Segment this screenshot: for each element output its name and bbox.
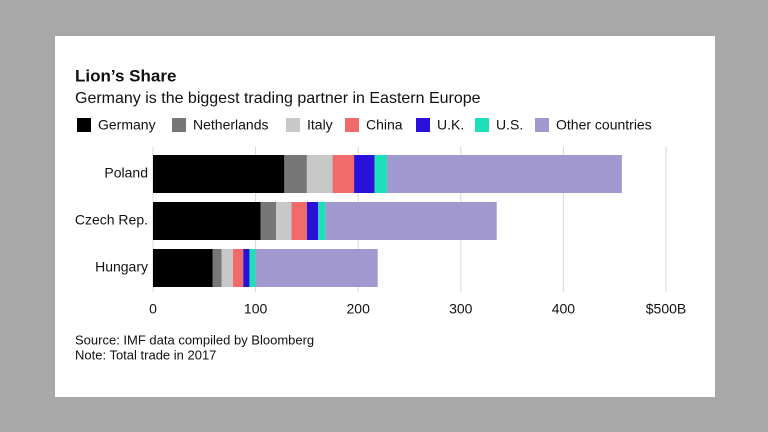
bar-segment <box>318 202 326 240</box>
x-tick-label: 200 <box>347 301 371 317</box>
bar-segment <box>284 155 307 193</box>
legend-swatch <box>475 118 489 132</box>
bar-segment <box>291 202 307 240</box>
chart-title: Lion’s Share <box>75 66 176 85</box>
x-tick-label: 400 <box>552 301 576 317</box>
bar-segment <box>212 249 222 287</box>
bar-segment <box>243 249 250 287</box>
bar-segment <box>153 249 213 287</box>
legend-label: Germany <box>98 117 156 133</box>
bar-segment <box>374 155 387 193</box>
footnote: Note: Total trade in 2017 <box>75 347 216 362</box>
y-tick-label: Hungary <box>95 259 148 275</box>
legend-label: Other countries <box>556 117 652 133</box>
legend-swatch <box>77 118 91 132</box>
source-note: Source: IMF data compiled by Bloomberg <box>75 332 314 347</box>
bar-segment <box>354 155 375 193</box>
y-tick-label: Poland <box>104 165 148 181</box>
bar-segment <box>233 249 244 287</box>
x-tick-label: 0 <box>149 301 157 317</box>
bar-segment <box>306 155 333 193</box>
bar-segment <box>260 202 277 240</box>
bar-segment <box>153 155 285 193</box>
legend-label: China <box>366 117 403 133</box>
legend-label: U.S. <box>496 117 523 133</box>
bar-segment <box>276 202 292 240</box>
x-tick-label: 100 <box>244 301 268 317</box>
bar-segment <box>332 155 355 193</box>
bar-segment <box>249 249 256 287</box>
bar-segment <box>306 202 319 240</box>
bar-segment <box>325 202 497 240</box>
bar-segment <box>255 249 378 287</box>
bar-segment <box>153 202 261 240</box>
legend-swatch <box>416 118 430 132</box>
legend-swatch <box>535 118 549 132</box>
legend-swatch <box>345 118 359 132</box>
legend-swatch <box>286 118 300 132</box>
x-tick-label: 300 <box>449 301 473 317</box>
legend-label: U.K. <box>437 117 464 133</box>
x-tick-label: $500B <box>646 301 686 317</box>
bar-segment <box>221 249 234 287</box>
bar-segment <box>386 155 622 193</box>
legend-label: Italy <box>307 117 333 133</box>
chart-subtitle: Germany is the biggest trading partner i… <box>75 90 481 107</box>
legend-label: Netherlands <box>193 117 269 133</box>
y-tick-label: Czech Rep. <box>75 212 148 228</box>
legend-swatch <box>172 118 186 132</box>
